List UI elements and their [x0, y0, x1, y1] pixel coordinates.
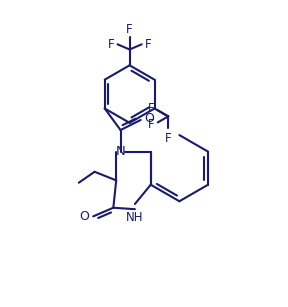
Text: O: O [144, 112, 154, 125]
Text: N: N [116, 145, 125, 158]
Text: NH: NH [126, 212, 144, 224]
Text: F: F [108, 38, 115, 51]
Text: F: F [148, 118, 154, 131]
Text: F: F [148, 102, 154, 115]
Text: O: O [79, 210, 89, 223]
Text: F: F [145, 38, 151, 51]
Text: F: F [126, 23, 133, 36]
Text: F: F [165, 133, 172, 146]
